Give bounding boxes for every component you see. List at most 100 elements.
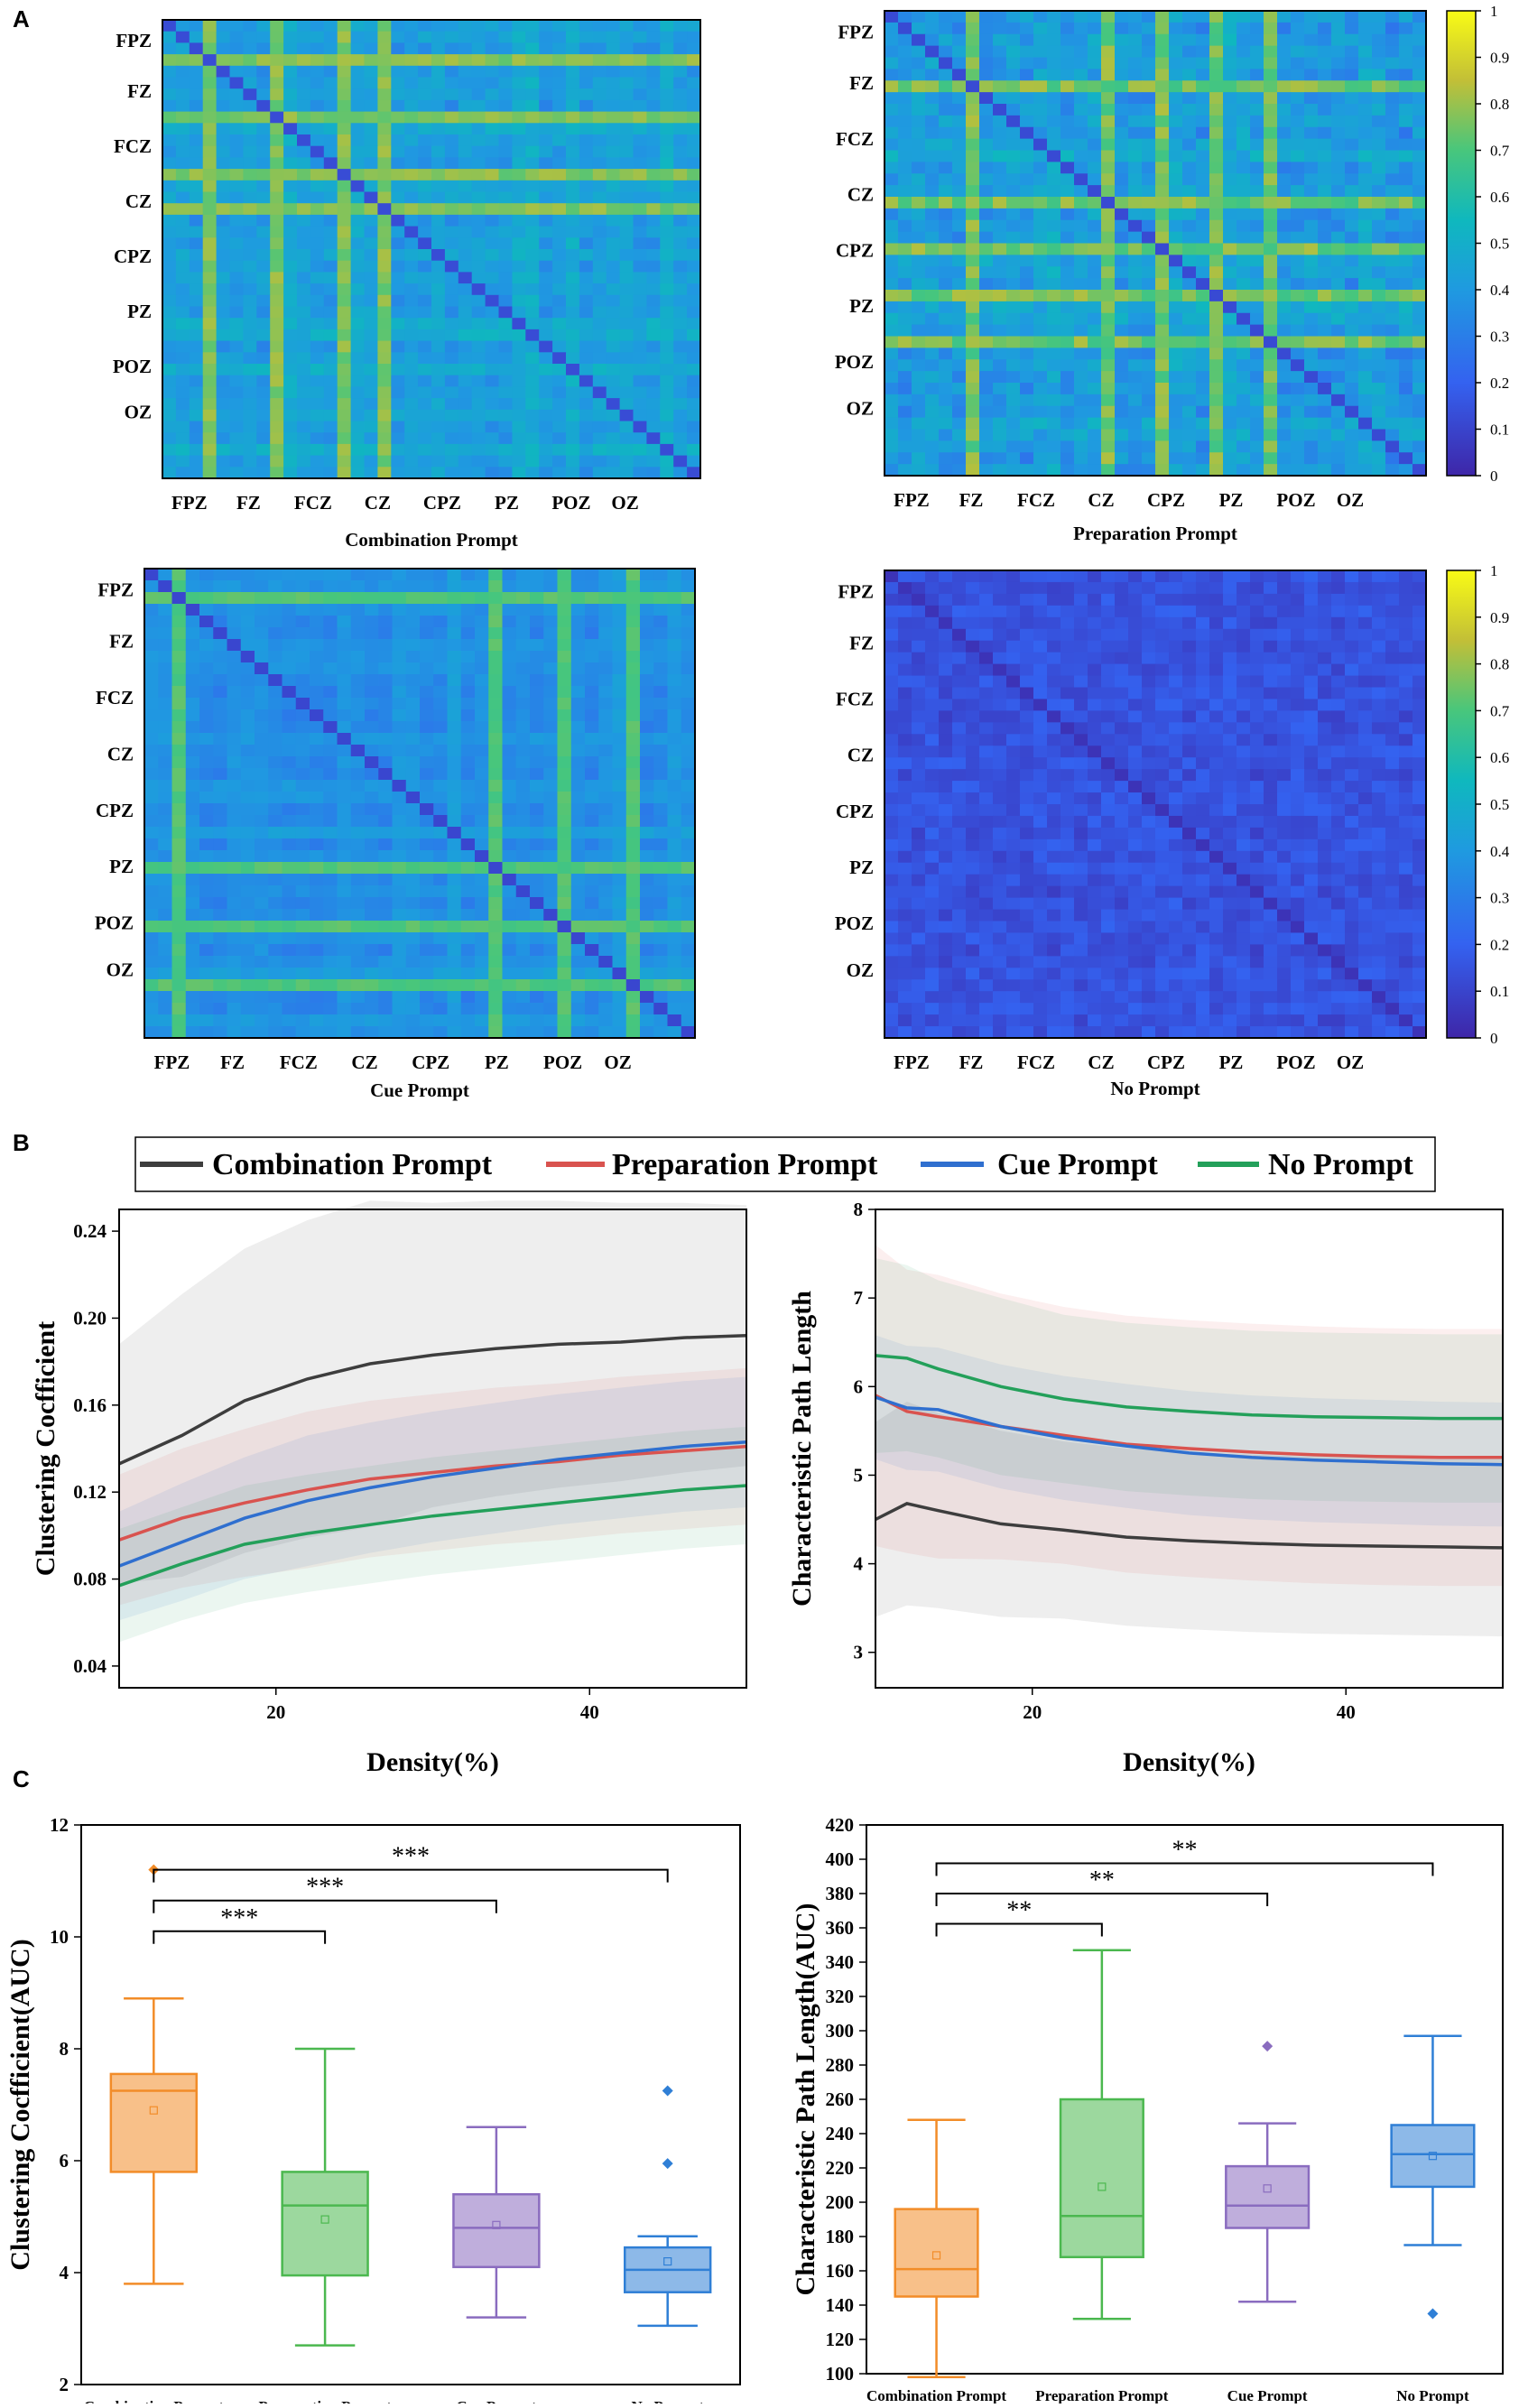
heatmap-cell	[1277, 173, 1292, 186]
heatmap-cell	[1088, 605, 1102, 618]
heatmap-cell	[539, 169, 553, 181]
heatmap-cell	[1209, 33, 1224, 47]
heatmap-cell	[283, 467, 298, 479]
heatmap-cell	[1006, 266, 1021, 279]
heatmap-cell	[1142, 208, 1156, 221]
heatmap-cell	[1061, 324, 1075, 338]
heatmap-cell	[229, 432, 244, 445]
heatmap-cell	[1358, 383, 1373, 395]
heatmap-cell	[612, 874, 627, 886]
heatmap-cell	[310, 99, 325, 113]
heatmap-cell	[1399, 80, 1413, 93]
heatmap-cell	[378, 627, 394, 640]
heatmap-cell	[566, 398, 580, 411]
heatmap-cell	[350, 979, 366, 992]
heatmap-cell	[175, 237, 190, 250]
heatmap-col-label: CPZ	[412, 1051, 449, 1073]
heatmap-cell	[619, 214, 634, 227]
heatmap-cell	[687, 432, 701, 445]
heatmap-cell	[515, 838, 531, 851]
heatmap-cell	[364, 318, 378, 330]
heatmap-cell	[243, 203, 257, 216]
heatmap-cell	[579, 272, 594, 284]
heatmap-cell	[1250, 383, 1264, 395]
heatmap-cell	[458, 443, 473, 457]
heatmap-cell	[633, 145, 647, 158]
heatmap-cell	[240, 686, 255, 699]
heatmap-cell	[1345, 80, 1359, 93]
heatmap-cell	[1223, 394, 1237, 407]
heatmap-cell	[175, 386, 190, 399]
heatmap-cell	[1155, 324, 1170, 338]
heatmap-cell	[268, 709, 283, 722]
heatmap-cell	[243, 111, 257, 124]
heatmap-cell	[283, 386, 298, 399]
heatmap-cell	[162, 65, 177, 79]
heatmap-cell	[502, 756, 517, 769]
heatmap-cell	[444, 226, 459, 238]
heatmap-cell	[1412, 405, 1427, 419]
heatmap-cell	[431, 31, 446, 43]
heatmap-cell	[405, 874, 421, 886]
heatmap-cell	[458, 409, 473, 422]
heatmap-cell	[420, 827, 434, 839]
heatmap-cell	[1101, 80, 1116, 93]
heatmap-cell	[570, 780, 586, 792]
heatmap-cell	[912, 290, 926, 302]
heatmap-cell	[1142, 104, 1156, 116]
heatmap-cell	[681, 991, 696, 1004]
heatmap-cell	[1142, 290, 1156, 302]
heatmap-cell	[337, 721, 352, 734]
heatmap-cell	[1399, 301, 1413, 314]
heatmap-cell	[1209, 452, 1224, 465]
heatmap-cell	[392, 709, 407, 722]
heatmap-cell	[444, 421, 459, 433]
heatmap-cell	[1047, 301, 1061, 314]
heatmap-cell	[1318, 92, 1332, 105]
heatmap-cell	[1318, 11, 1332, 23]
heatmap-cell	[1033, 440, 1048, 453]
heatmap-cell	[404, 329, 419, 342]
heatmap-cell	[592, 386, 607, 399]
heatmap-cell	[1196, 104, 1210, 116]
heatmap-cell	[337, 145, 352, 158]
heatmap-cell	[1304, 347, 1319, 360]
heatmap-cell	[216, 398, 231, 411]
heatmap-cell	[925, 570, 940, 583]
heatmap-cell	[1304, 208, 1319, 221]
heatmap-cell	[337, 294, 352, 308]
heatmap-cell	[552, 340, 567, 353]
heatmap-cell	[392, 968, 407, 980]
heatmap-cell	[216, 467, 231, 479]
heatmap-cell	[337, 111, 352, 124]
heatmap-cell	[979, 394, 994, 407]
heatmap-cell	[295, 838, 310, 851]
heatmap-cell	[1345, 290, 1359, 302]
heatmap-cell	[606, 409, 621, 422]
heatmap-cell	[1237, 255, 1251, 267]
heatmap-cell	[405, 604, 421, 616]
heatmap-cell	[1101, 162, 1116, 174]
heatmap-cell	[1318, 301, 1332, 314]
heatmap-cell	[310, 42, 325, 55]
heatmap-cell	[592, 88, 607, 101]
heatmap-cell	[939, 570, 953, 583]
heatmap-cell	[625, 909, 641, 922]
heatmap-cell	[979, 324, 994, 338]
heatmap-cell	[216, 455, 231, 468]
heatmap-cell	[530, 956, 544, 968]
heatmap-cell	[1250, 115, 1264, 128]
heatmap-cell	[158, 756, 173, 769]
heatmap-cell	[295, 639, 310, 652]
heatmap-cell	[625, 733, 641, 746]
heatmap-cell	[350, 850, 366, 863]
heatmap-cell	[952, 464, 967, 477]
heatmap-cell	[619, 352, 634, 365]
heatmap-cell	[952, 22, 967, 35]
heatmap-cell	[418, 318, 432, 330]
heatmap-cell	[625, 592, 641, 605]
heatmap-cell	[458, 306, 473, 319]
heatmap-cell	[619, 77, 634, 89]
heatmap-cell	[270, 443, 284, 457]
heatmap-cell	[515, 909, 531, 922]
